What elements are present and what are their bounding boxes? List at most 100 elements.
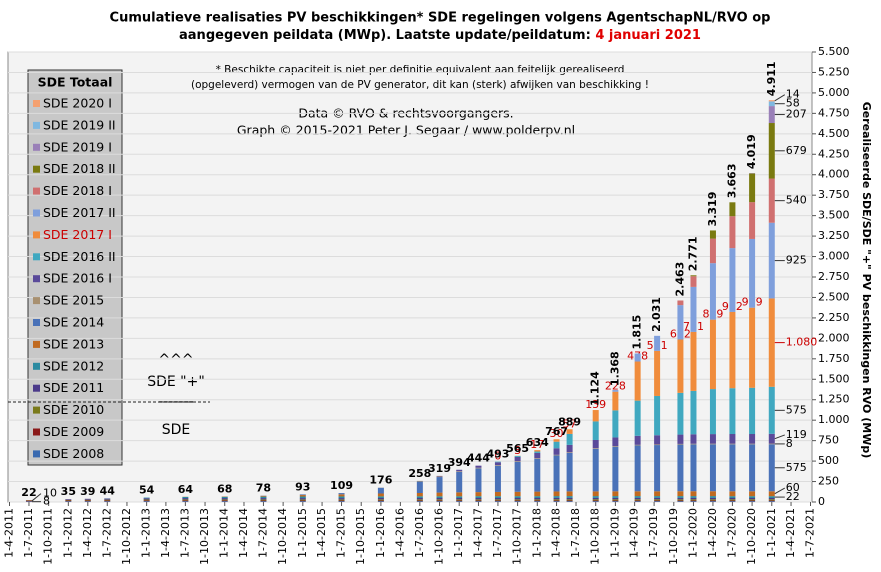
bar-segment xyxy=(566,452,573,492)
bar-segment xyxy=(436,499,443,501)
bar-segment xyxy=(534,450,541,452)
bar-segment xyxy=(553,439,560,442)
legend-swatch xyxy=(33,406,40,414)
x-tick-label: 1-1-2018 xyxy=(530,508,543,558)
bar-segment xyxy=(338,493,345,495)
bar-segment xyxy=(104,501,111,502)
y-tick-label: 1.000 xyxy=(818,413,850,426)
bar-segment xyxy=(566,501,573,502)
bar-segment xyxy=(768,101,775,107)
bar-segment xyxy=(634,361,641,401)
bar-segment xyxy=(690,501,697,502)
total-label: 4.019 xyxy=(745,134,758,169)
segment-label: 1.080 xyxy=(786,336,818,349)
bar-segment xyxy=(182,496,189,499)
legend-swatch xyxy=(33,165,40,173)
x-tick-label: 1-7-2015 xyxy=(335,508,348,558)
bar-segment xyxy=(553,454,560,456)
bar-segment xyxy=(654,491,661,497)
bar-segment xyxy=(475,468,482,493)
bar-segment xyxy=(709,389,716,435)
segment-label: 17 xyxy=(530,438,544,451)
bar-segment xyxy=(534,458,541,459)
y-tick-label: 3.750 xyxy=(818,188,850,201)
bar-segment xyxy=(143,499,150,501)
bar-segment xyxy=(612,499,619,501)
bar-segment xyxy=(65,499,72,500)
bar-segment xyxy=(553,500,560,502)
bar-segment xyxy=(416,480,423,482)
bar-segment xyxy=(634,501,641,502)
segment-label: 10 xyxy=(43,487,57,500)
total-label: 22 xyxy=(21,486,36,499)
chart-title: aangegeven peildata (MWp). Laatste updat… xyxy=(179,28,701,43)
total-label: 109 xyxy=(330,479,353,492)
bar-segment xyxy=(475,497,482,500)
bar-segment xyxy=(456,471,463,472)
bar-segment xyxy=(690,286,697,332)
x-tick-label: 1-7-2021 xyxy=(804,508,817,558)
legend-swatch xyxy=(33,231,40,239)
bar-segment xyxy=(338,501,345,502)
bar-segment xyxy=(768,433,775,444)
legend-label: SDE 2013 xyxy=(43,336,104,351)
bar-segment xyxy=(475,499,482,501)
x-tick-label: 1-7-2014 xyxy=(256,508,269,558)
bar-segment xyxy=(456,499,463,501)
legend-swatch xyxy=(33,297,40,305)
bar-segment xyxy=(260,495,267,497)
legend-swatch xyxy=(33,362,40,370)
bar-segment xyxy=(709,501,716,502)
bar-segment xyxy=(654,445,661,492)
legend-swatch xyxy=(33,428,40,436)
bar-segment xyxy=(534,491,541,497)
bar-segment xyxy=(768,501,775,502)
bar-segment xyxy=(377,501,384,502)
bar-segment xyxy=(514,500,521,502)
bar-segment xyxy=(25,501,32,502)
bar-segment xyxy=(260,500,267,502)
bar-segment xyxy=(654,501,661,502)
bar-segment xyxy=(260,499,267,501)
bar-segment xyxy=(677,305,684,340)
bar-segment xyxy=(416,496,423,498)
bar-segment xyxy=(475,465,482,468)
bar-segment xyxy=(65,499,72,501)
y-tick-label: 3.250 xyxy=(818,229,850,242)
chart-title: aangegeven peildata (MWp). Laatste updat… xyxy=(179,28,591,43)
bar-segment xyxy=(634,353,641,362)
x-tick-label: 1-4-2011 xyxy=(2,508,15,558)
bar-segment xyxy=(566,429,573,434)
bar-segment xyxy=(592,448,599,492)
bar-segment xyxy=(436,496,443,498)
leader-line xyxy=(774,94,786,102)
bar-segment xyxy=(182,500,189,502)
legend-label: SDE 2019 I xyxy=(43,139,112,154)
bar-segment xyxy=(182,499,189,501)
bar-segment xyxy=(768,497,775,500)
bar-segment xyxy=(690,500,697,502)
bar-segment xyxy=(494,465,501,492)
bar-segment xyxy=(566,452,573,453)
bar-segment xyxy=(494,499,501,501)
bar-segment xyxy=(729,496,736,498)
bar-segment xyxy=(690,443,697,445)
bar-segment xyxy=(709,444,716,492)
x-tick-label: 1-10-2017 xyxy=(511,508,524,565)
bar-segment xyxy=(729,501,736,502)
y-tick-label: 5.000 xyxy=(818,86,850,99)
bar-segment xyxy=(729,491,736,497)
annotation: ------- xyxy=(158,394,193,410)
total-label: 1.124 xyxy=(589,371,602,406)
bar-segment xyxy=(566,499,573,501)
bar-segment xyxy=(592,410,599,422)
bar-segment xyxy=(182,501,189,502)
bar-segment xyxy=(592,497,599,500)
y-tick-label: 5.500 xyxy=(818,45,850,58)
bar-segment xyxy=(416,500,423,502)
bar-segment xyxy=(221,496,228,499)
total-label: 4.911 xyxy=(765,61,778,96)
bar-segment xyxy=(749,387,756,435)
bar-segment xyxy=(143,501,150,502)
bar-segment xyxy=(534,451,541,453)
